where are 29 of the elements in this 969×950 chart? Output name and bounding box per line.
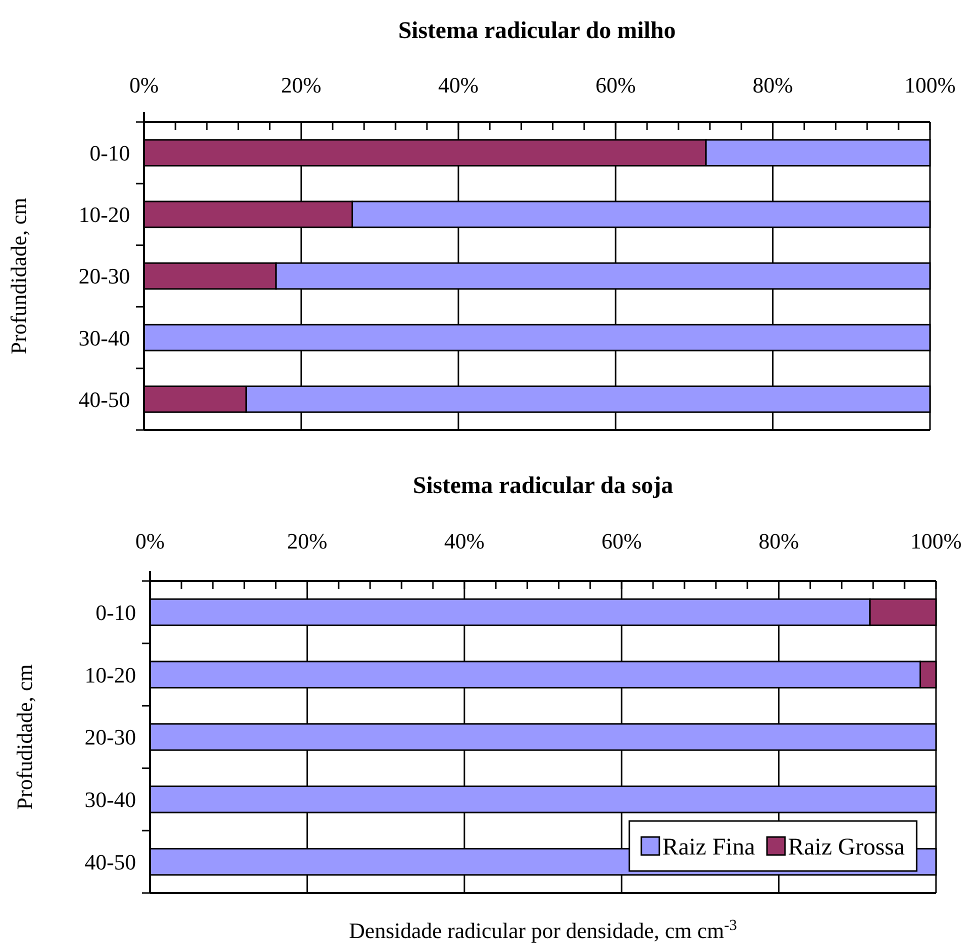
x-tick-label: 100% bbox=[904, 72, 956, 98]
x-tick-label: 60% bbox=[601, 528, 642, 554]
y-tick-label: 10-20 bbox=[84, 662, 136, 688]
chart-title: Sistema radicular do milho bbox=[398, 18, 676, 44]
x-tick-label: 0% bbox=[135, 528, 165, 554]
x-tick-label: 0% bbox=[129, 72, 159, 98]
y-tick-label: 20-30 bbox=[84, 724, 136, 750]
y-tick-label: 10-20 bbox=[78, 202, 130, 228]
y-tick-label: 30-40 bbox=[84, 787, 136, 812]
legend-label: Raiz Fina bbox=[662, 834, 756, 860]
y-tick-label: 20-30 bbox=[78, 264, 130, 289]
x-tick-label: 100% bbox=[910, 528, 962, 554]
x-tick-label: 20% bbox=[287, 528, 328, 554]
legend-label: Raiz Grossa bbox=[788, 834, 905, 860]
x-tick-label: 40% bbox=[438, 72, 479, 98]
x-tick-label: 60% bbox=[595, 72, 636, 98]
x-tick-label: 80% bbox=[758, 528, 799, 554]
y-tick-label: 40-50 bbox=[84, 850, 136, 874]
chart-title: Sistema radicular da soja bbox=[412, 473, 674, 499]
x-tick-label: 40% bbox=[444, 528, 485, 554]
y-tick-label: 30-40 bbox=[78, 325, 130, 350]
y-tick-label: 40-50 bbox=[78, 386, 130, 412]
x-tick-label: 80% bbox=[752, 72, 793, 98]
y-tick-label: 0-10 bbox=[96, 600, 136, 625]
x-axis-title: Densidade radicular por densidade, cm cm$^{-3}$ bbox=[349, 916, 738, 943]
y-tick-label: 0-10 bbox=[90, 140, 130, 166]
y-axis-title: Profundidade, cm bbox=[6, 198, 31, 354]
y-axis-title: Profudidade, cm bbox=[12, 664, 37, 810]
x-tick-label: 20% bbox=[281, 72, 322, 98]
